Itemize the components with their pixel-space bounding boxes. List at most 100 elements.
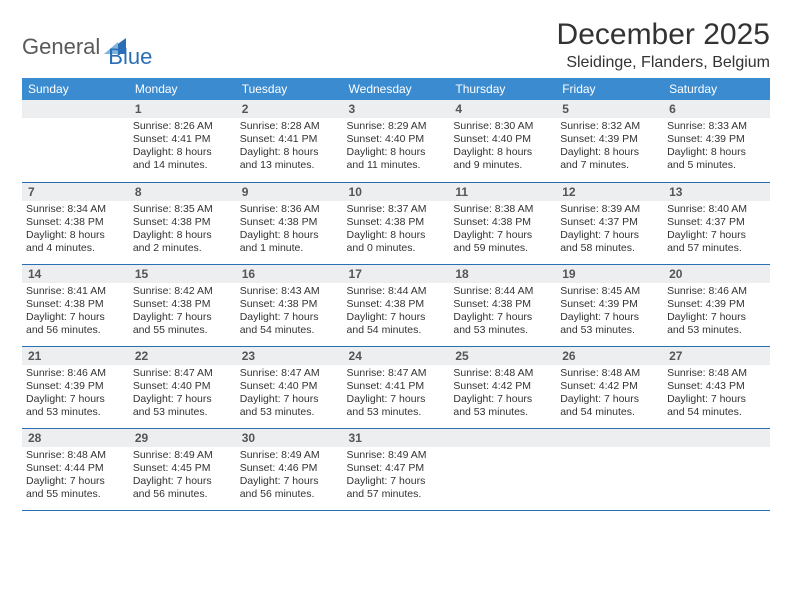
day-detail-line: and 11 minutes. — [347, 159, 446, 172]
day-detail-line: and 53 minutes. — [453, 324, 552, 337]
day-detail-line: Sunset: 4:38 PM — [453, 216, 552, 229]
calendar-cell: 18Sunrise: 8:44 AMSunset: 4:38 PMDayligh… — [449, 264, 556, 346]
day-detail-line: Sunrise: 8:48 AM — [453, 367, 552, 380]
day-number: 6 — [663, 100, 770, 118]
day-number: 30 — [236, 429, 343, 447]
calendar-cell — [663, 428, 770, 510]
day-detail-line: Daylight: 7 hours — [347, 311, 446, 324]
day-detail-line: Daylight: 8 hours — [240, 229, 339, 242]
calendar-cell: 31Sunrise: 8:49 AMSunset: 4:47 PMDayligh… — [343, 428, 450, 510]
day-number: 29 — [129, 429, 236, 447]
day-detail-line: Sunrise: 8:41 AM — [26, 285, 125, 298]
day-detail-line: and 56 minutes. — [240, 488, 339, 501]
dow-wed: Wednesday — [343, 78, 450, 100]
day-detail-line: and 13 minutes. — [240, 159, 339, 172]
day-detail-line: Daylight: 7 hours — [347, 475, 446, 488]
day-details: Sunrise: 8:44 AMSunset: 4:38 PMDaylight:… — [343, 283, 450, 341]
calendar-cell: 5Sunrise: 8:32 AMSunset: 4:39 PMDaylight… — [556, 100, 663, 182]
day-detail-line: and 0 minutes. — [347, 242, 446, 255]
day-number: 26 — [556, 347, 663, 365]
day-detail-line: Sunset: 4:40 PM — [453, 133, 552, 146]
day-details: Sunrise: 8:30 AMSunset: 4:40 PMDaylight:… — [449, 118, 556, 176]
day-detail-line: Sunrise: 8:39 AM — [560, 203, 659, 216]
day-details: Sunrise: 8:49 AMSunset: 4:45 PMDaylight:… — [129, 447, 236, 505]
day-detail-line: Daylight: 7 hours — [133, 311, 232, 324]
day-detail-line: and 55 minutes. — [26, 488, 125, 501]
day-detail-line: Daylight: 7 hours — [133, 393, 232, 406]
day-detail-line: and 9 minutes. — [453, 159, 552, 172]
day-detail-line: Daylight: 8 hours — [347, 229, 446, 242]
day-detail-line: Sunrise: 8:33 AM — [667, 120, 766, 133]
day-detail-line: Daylight: 8 hours — [667, 146, 766, 159]
day-detail-line: Daylight: 7 hours — [133, 475, 232, 488]
day-details: Sunrise: 8:48 AMSunset: 4:43 PMDaylight:… — [663, 365, 770, 423]
day-number: 4 — [449, 100, 556, 118]
day-number: 24 — [343, 347, 450, 365]
day-details: Sunrise: 8:37 AMSunset: 4:38 PMDaylight:… — [343, 201, 450, 259]
calendar-week: 21Sunrise: 8:46 AMSunset: 4:39 PMDayligh… — [22, 346, 770, 428]
day-detail-line: Sunset: 4:39 PM — [667, 298, 766, 311]
calendar-cell: 30Sunrise: 8:49 AMSunset: 4:46 PMDayligh… — [236, 428, 343, 510]
day-detail-line: Sunrise: 8:44 AM — [347, 285, 446, 298]
day-details: Sunrise: 8:28 AMSunset: 4:41 PMDaylight:… — [236, 118, 343, 176]
day-detail-line: and 55 minutes. — [133, 324, 232, 337]
day-detail-line: and 53 minutes. — [347, 406, 446, 419]
day-detail-line: Sunset: 4:41 PM — [133, 133, 232, 146]
day-details: Sunrise: 8:48 AMSunset: 4:42 PMDaylight:… — [556, 365, 663, 423]
day-detail-line: Sunset: 4:40 PM — [347, 133, 446, 146]
day-detail-line: and 53 minutes. — [453, 406, 552, 419]
day-detail-line: Sunrise: 8:35 AM — [133, 203, 232, 216]
day-details: Sunrise: 8:42 AMSunset: 4:38 PMDaylight:… — [129, 283, 236, 341]
calendar-cell: 4Sunrise: 8:30 AMSunset: 4:40 PMDaylight… — [449, 100, 556, 182]
day-detail-line: Sunset: 4:37 PM — [667, 216, 766, 229]
calendar-cell: 10Sunrise: 8:37 AMSunset: 4:38 PMDayligh… — [343, 182, 450, 264]
day-number: 13 — [663, 183, 770, 201]
day-detail-line: and 54 minutes. — [667, 406, 766, 419]
day-details: Sunrise: 8:40 AMSunset: 4:37 PMDaylight:… — [663, 201, 770, 259]
day-detail-line: Daylight: 8 hours — [560, 146, 659, 159]
calendar-cell: 9Sunrise: 8:36 AMSunset: 4:38 PMDaylight… — [236, 182, 343, 264]
calendar-cell: 2Sunrise: 8:28 AMSunset: 4:41 PMDaylight… — [236, 100, 343, 182]
day-details: Sunrise: 8:45 AMSunset: 4:39 PMDaylight:… — [556, 283, 663, 341]
calendar-cell: 1Sunrise: 8:26 AMSunset: 4:41 PMDaylight… — [129, 100, 236, 182]
day-number: 10 — [343, 183, 450, 201]
day-number: 23 — [236, 347, 343, 365]
day-detail-line: Sunrise: 8:42 AM — [133, 285, 232, 298]
calendar-cell: 19Sunrise: 8:45 AMSunset: 4:39 PMDayligh… — [556, 264, 663, 346]
day-detail-line: and 53 minutes. — [240, 406, 339, 419]
day-number: 8 — [129, 183, 236, 201]
day-details: Sunrise: 8:35 AMSunset: 4:38 PMDaylight:… — [129, 201, 236, 259]
day-detail-line: Sunset: 4:38 PM — [26, 216, 125, 229]
day-detail-line: Sunrise: 8:48 AM — [26, 449, 125, 462]
day-detail-line: and 53 minutes. — [560, 324, 659, 337]
calendar-cell: 29Sunrise: 8:49 AMSunset: 4:45 PMDayligh… — [129, 428, 236, 510]
day-detail-line: Daylight: 7 hours — [560, 311, 659, 324]
day-detail-line: Sunset: 4:44 PM — [26, 462, 125, 475]
day-details: Sunrise: 8:33 AMSunset: 4:39 PMDaylight:… — [663, 118, 770, 176]
day-number — [663, 429, 770, 447]
day-number: 15 — [129, 265, 236, 283]
calendar-cell: 21Sunrise: 8:46 AMSunset: 4:39 PMDayligh… — [22, 346, 129, 428]
day-detail-line: Daylight: 7 hours — [26, 475, 125, 488]
day-detail-line: and 1 minute. — [240, 242, 339, 255]
dow-mon: Monday — [129, 78, 236, 100]
day-number: 2 — [236, 100, 343, 118]
day-number: 16 — [236, 265, 343, 283]
day-number: 31 — [343, 429, 450, 447]
calendar-cell: 7Sunrise: 8:34 AMSunset: 4:38 PMDaylight… — [22, 182, 129, 264]
dow-sun: Sunday — [22, 78, 129, 100]
day-number: 1 — [129, 100, 236, 118]
day-detail-line: Sunrise: 8:43 AM — [240, 285, 339, 298]
day-detail-line: Sunrise: 8:49 AM — [347, 449, 446, 462]
day-detail-line: and 53 minutes. — [26, 406, 125, 419]
day-detail-line: Daylight: 8 hours — [347, 146, 446, 159]
day-detail-line: Sunrise: 8:48 AM — [667, 367, 766, 380]
day-details: Sunrise: 8:29 AMSunset: 4:40 PMDaylight:… — [343, 118, 450, 176]
day-detail-line: and 56 minutes. — [26, 324, 125, 337]
day-detail-line: Sunrise: 8:28 AM — [240, 120, 339, 133]
day-detail-line: Sunset: 4:45 PM — [133, 462, 232, 475]
calendar-week: 28Sunrise: 8:48 AMSunset: 4:44 PMDayligh… — [22, 428, 770, 510]
calendar-cell — [556, 428, 663, 510]
day-detail-line: Daylight: 7 hours — [667, 229, 766, 242]
day-detail-line: Sunset: 4:39 PM — [560, 298, 659, 311]
